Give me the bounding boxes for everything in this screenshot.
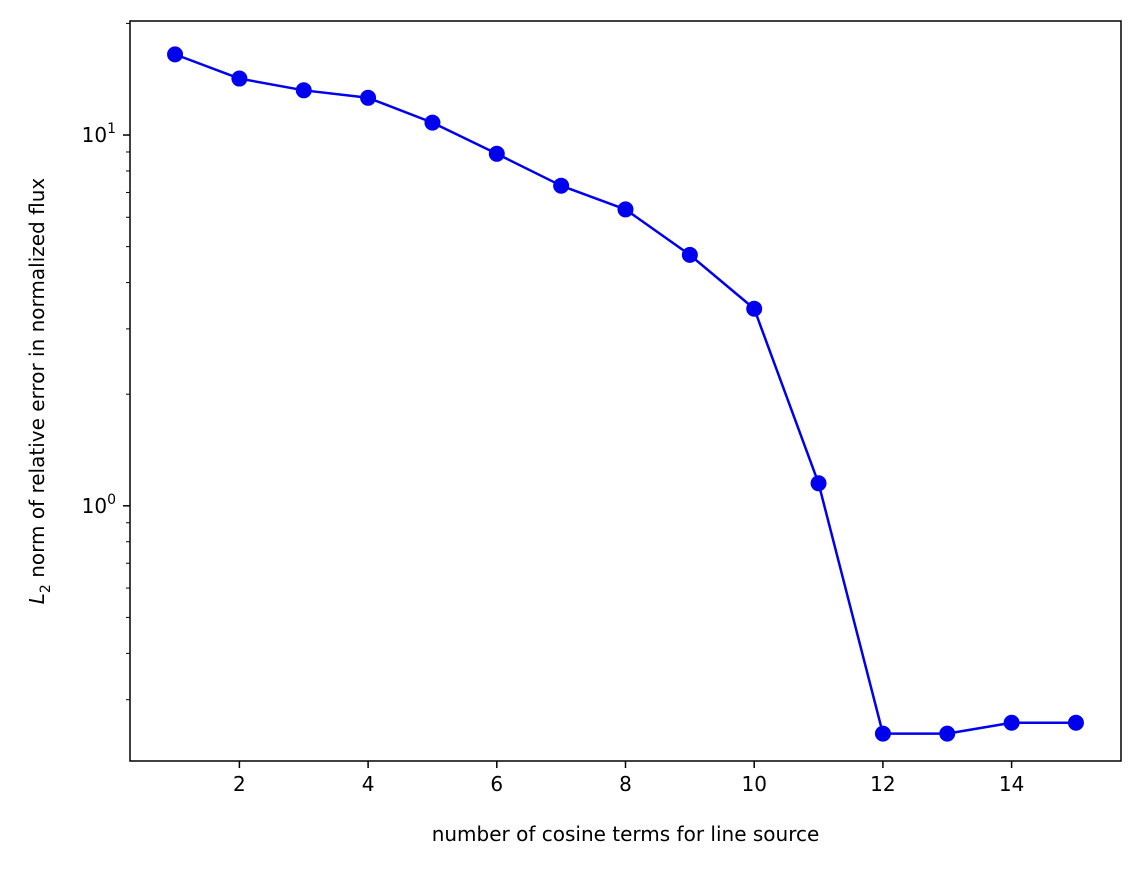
y-tick-label-exponent: 1	[107, 121, 116, 137]
y-tick-label-base: 10	[82, 494, 107, 518]
data-point	[231, 70, 248, 87]
y-tick-label-exponent: 0	[107, 492, 116, 508]
data-point	[874, 725, 891, 742]
series-layer	[167, 46, 1084, 742]
data-point	[746, 300, 763, 317]
data-point	[295, 82, 312, 99]
y-tick-label-base: 10	[82, 123, 107, 147]
x-axis-ticks: 2 4 6 8 10 12 14	[233, 761, 1024, 796]
data-point	[167, 46, 184, 63]
x-tick-label: 8	[619, 772, 632, 796]
x-tick-label: 6	[490, 772, 503, 796]
plot-area	[130, 21, 1121, 761]
x-tick-label: 12	[870, 772, 895, 796]
data-point	[424, 114, 441, 131]
y-axis-label-subscript: 2	[38, 584, 54, 593]
data-point	[617, 201, 634, 218]
x-tick-label: 10	[741, 772, 766, 796]
data-point	[810, 475, 827, 492]
y-axis-label-text: norm of relative error in normalized flu…	[25, 178, 49, 585]
data-point	[681, 246, 698, 263]
y-tick-label: 100	[82, 492, 116, 518]
x-tick-label: 2	[233, 772, 246, 796]
x-axis-label: number of cosine terms for line source	[432, 822, 820, 846]
y-tick-label: 101	[82, 121, 116, 147]
data-point	[1067, 714, 1084, 731]
x-tick-label: 14	[999, 772, 1024, 796]
data-point	[360, 89, 377, 106]
data-point	[488, 145, 505, 162]
data-point	[939, 725, 956, 742]
x-tick-label: 4	[362, 772, 375, 796]
data-point	[553, 177, 570, 194]
y-axis-label: L2 norm of relative error in normalized …	[25, 178, 54, 605]
data-point	[1003, 714, 1020, 731]
y-axis-label-symbol: L	[25, 593, 49, 604]
plot-frame	[129, 20, 1122, 762]
